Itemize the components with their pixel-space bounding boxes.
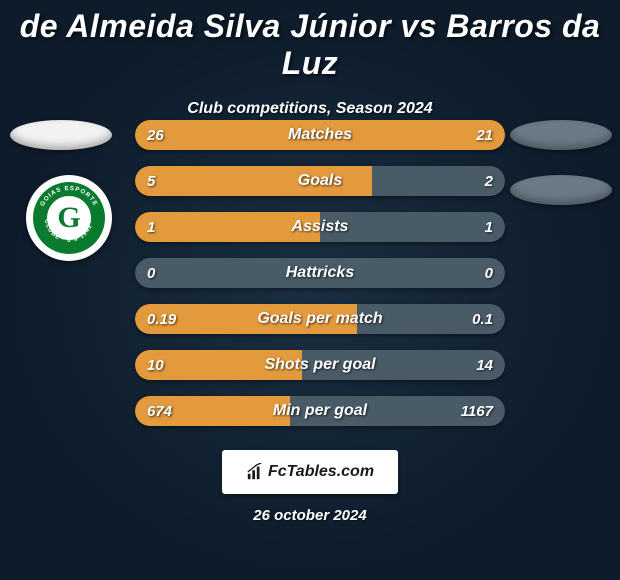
stat-bar: 52Goals bbox=[135, 166, 505, 196]
stat-bar: 2621Matches bbox=[135, 120, 505, 150]
bars-icon bbox=[246, 463, 264, 481]
stat-label: Assists bbox=[135, 212, 505, 242]
brand-badge[interactable]: FcTables.com bbox=[222, 450, 398, 494]
stat-bar: 00Hattricks bbox=[135, 258, 505, 288]
stat-label: Goals bbox=[135, 166, 505, 196]
stat-bar: 1014Shots per goal bbox=[135, 350, 505, 380]
stat-label: Shots per goal bbox=[135, 350, 505, 380]
footer-date: 26 october 2024 bbox=[0, 507, 620, 524]
brand-text: FcTables.com bbox=[268, 463, 374, 481]
page-subtitle: Club competitions, Season 2024 bbox=[0, 100, 620, 118]
svg-text:CLUBE · 6·4·1943 ·: CLUBE · 6·4·1943 · bbox=[43, 219, 95, 244]
flag-oval-right bbox=[510, 175, 612, 205]
stat-bar: 11Assists bbox=[135, 212, 505, 242]
stat-label: Min per goal bbox=[135, 396, 505, 426]
stat-bar: 0.190.1Goals per match bbox=[135, 304, 505, 334]
flag-oval-left bbox=[10, 120, 112, 150]
page-title: de Almeida Silva Júnior vs Barros da Luz bbox=[0, 0, 620, 82]
stat-label: Goals per match bbox=[135, 304, 505, 334]
stat-label: Hattricks bbox=[135, 258, 505, 288]
comparison-chart: 2621Matches 52Goals 11Assists 00Hattricks 0.… bbox=[135, 120, 505, 442]
badge-ring-svg: GOIAS ESPORTE CLUBE · 6·4·1943 · bbox=[33, 182, 105, 254]
svg-text:GOIAS ESPORTE: GOIAS ESPORTE bbox=[39, 185, 99, 208]
club-badge-left: GOIAS ESPORTE CLUBE · 6·4·1943 · G bbox=[26, 175, 112, 261]
flag-oval-right bbox=[510, 120, 612, 150]
stat-label: Matches bbox=[135, 120, 505, 150]
stat-bar: 6741167Min per goal bbox=[135, 396, 505, 426]
